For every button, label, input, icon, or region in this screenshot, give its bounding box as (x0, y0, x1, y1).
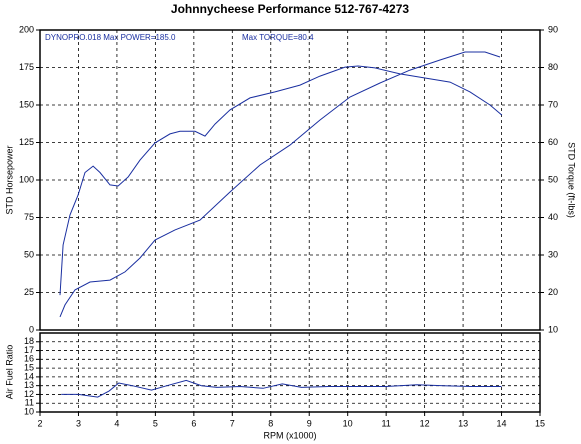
y-tick-label: 11 (25, 398, 34, 408)
y-tick-label: 75 (24, 212, 34, 222)
y2-tick-label: 60 (548, 137, 558, 147)
x-tick-label: 13 (458, 418, 468, 428)
y2-tick-label: 40 (548, 212, 558, 222)
x-axis-label: RPM (x1000) (263, 430, 316, 440)
y-tick-label: 16 (24, 354, 34, 364)
data-line (59, 51, 501, 318)
y-axis-label: STD Horsepower (4, 145, 14, 214)
x-tick-label: 10 (343, 418, 353, 428)
x-tick-label: 3 (76, 418, 81, 428)
y-tick-label: 0 (29, 324, 34, 334)
y-tick-label: 12 (24, 389, 34, 399)
y2-tick-label: 80 (548, 62, 558, 72)
y2-tick-label: 20 (548, 287, 558, 297)
y-tick-label: 150 (19, 99, 34, 109)
chart-title: Johnnycheese Performance 512-767-4273 (171, 2, 409, 16)
y-tick-label: 10 (24, 406, 34, 416)
y-tick-label: 125 (19, 137, 34, 147)
y-tick-label: 200 (19, 24, 34, 34)
y2-tick-label: 90 (548, 24, 558, 34)
y2-tick-label: 70 (548, 99, 558, 109)
y2-tick-label: 30 (548, 249, 558, 259)
y2-tick-label: 50 (548, 174, 558, 184)
y-tick-label: 17 (24, 345, 34, 355)
y-tick-label: 100 (19, 174, 34, 184)
x-tick-label: 8 (268, 418, 273, 428)
y-tick-label: 18 (24, 336, 34, 346)
x-tick-label: 12 (420, 418, 430, 428)
data-line (59, 65, 503, 296)
plot-frame (39, 332, 541, 413)
annotation: Max TORQUE=80.4 (242, 33, 314, 42)
x-tick-label: 2 (37, 418, 42, 428)
y-tick-label: 25 (24, 287, 34, 297)
annotation: DYNOPRO.018 Max POWER=185.0 (45, 33, 176, 42)
y-tick-label: 14 (24, 371, 34, 381)
y-axis-label: Air Fuel Ratio (4, 345, 14, 400)
x-tick-label: 4 (114, 418, 119, 428)
x-tick-label: 11 (381, 418, 390, 428)
y2-tick-label: 10 (548, 324, 558, 334)
data-line (61, 379, 502, 398)
y-tick-label: 13 (24, 380, 34, 390)
y-tick-label: 50 (24, 249, 34, 259)
y-tick-label: 175 (19, 62, 34, 72)
y2-axis-label: STD Torque (ft-lbs) (567, 142, 577, 218)
x-tick-label: 9 (307, 418, 312, 428)
y-tick-label: 15 (24, 362, 34, 372)
x-tick-label: 5 (153, 418, 158, 428)
x-tick-label: 14 (497, 418, 507, 428)
x-tick-label: 6 (191, 418, 196, 428)
x-tick-label: 7 (230, 418, 235, 428)
x-tick-label: 15 (535, 418, 545, 428)
